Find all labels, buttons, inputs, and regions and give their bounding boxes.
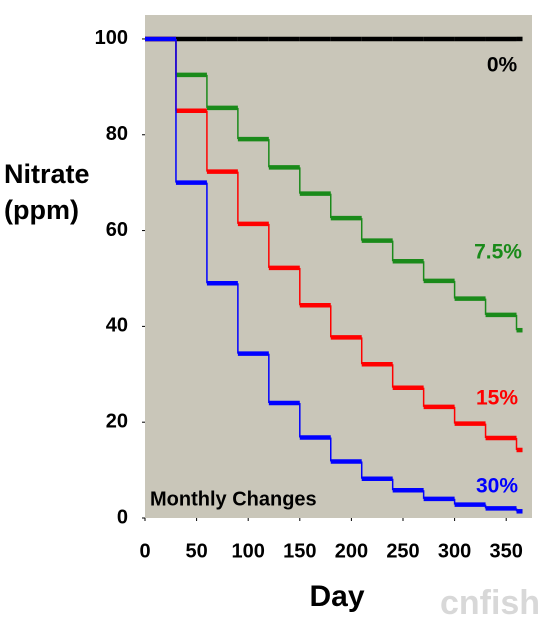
plot-area [145, 15, 532, 518]
series-label: 15% [476, 387, 518, 410]
x-tick-label: 50 [185, 540, 207, 562]
y-tick-label: 40 [106, 315, 128, 337]
x-tick-label: 100 [232, 540, 265, 562]
x-tick-label: 350 [490, 540, 523, 562]
y-tick-label: 0 [117, 506, 128, 528]
y-tick-label: 80 [106, 123, 128, 145]
series-label: 0% [487, 54, 518, 77]
annotation: Monthly Changes [150, 488, 317, 510]
series-label: 7.5% [474, 241, 522, 264]
x-tick-label: 150 [283, 540, 316, 562]
x-tick-label: 200 [335, 540, 368, 562]
y-tick-label: 20 [106, 410, 128, 432]
watermark: cnfish [440, 584, 540, 622]
y-axis-label: Nitrate (ppm) [4, 159, 90, 225]
y-tick-label: 100 [95, 27, 128, 49]
series-label: 30% [476, 475, 518, 498]
x-tick-label: 300 [438, 540, 471, 562]
x-tick-label: 250 [386, 540, 419, 562]
y-tick-label: 60 [106, 219, 128, 241]
x-tick-label: 0 [139, 540, 150, 562]
x-axis-label: Day [309, 580, 364, 613]
